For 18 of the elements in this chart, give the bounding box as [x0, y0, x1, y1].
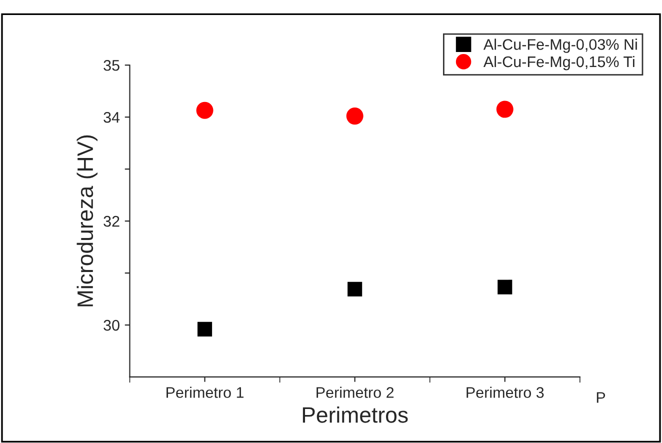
point — [348, 282, 362, 296]
point — [197, 322, 212, 336]
y-tick-label: 30 — [104, 320, 120, 331]
x-tick-label: Perimetro 3 — [466, 386, 544, 398]
x-tick-label: Perimetro 1 — [166, 386, 244, 398]
point — [196, 102, 214, 119]
text: P — [596, 392, 606, 403]
y-tick-label: 32 — [104, 216, 120, 227]
point — [496, 100, 514, 118]
point — [346, 108, 364, 125]
y-tick-label: 35 — [104, 60, 120, 71]
y-tick-label: 34 — [104, 112, 120, 123]
x-tick-label: Perimetro 2 — [316, 386, 394, 398]
legend-label: Al-Cu-Fe-Mg-0,15% Ti — [483, 56, 634, 70]
point — [498, 280, 512, 294]
x-axis-title: Perimetros — [302, 406, 408, 423]
y-axis-title: Microdureza (HV) — [76, 135, 98, 306]
legend-label: Al-Cu-Fe-Mg-0,03% Ni — [483, 38, 637, 53]
